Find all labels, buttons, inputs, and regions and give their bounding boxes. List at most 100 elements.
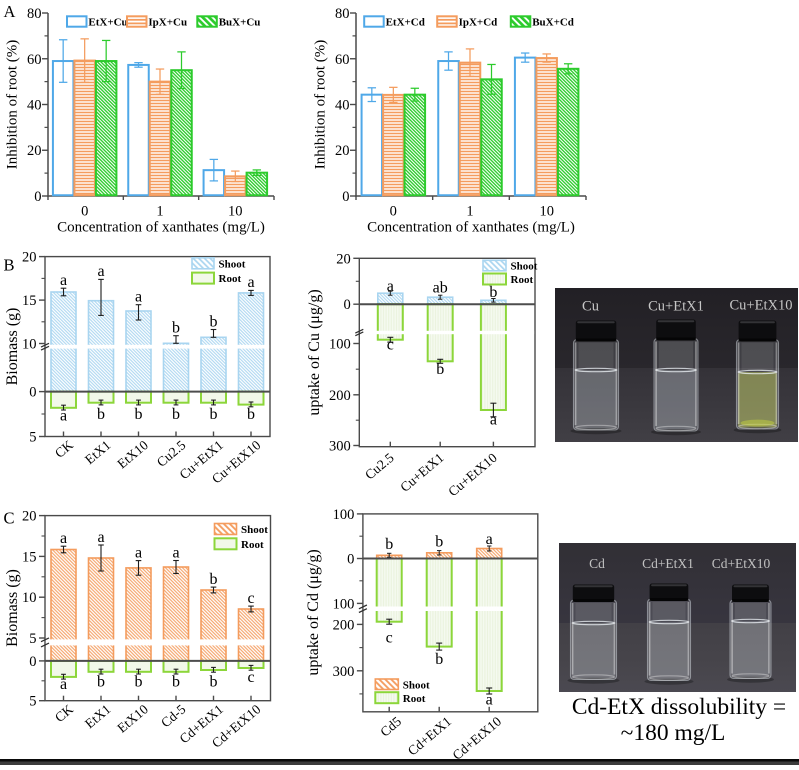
svg-text:c: c (387, 337, 394, 354)
svg-text:Root: Root (511, 274, 534, 286)
svg-text:a: a (60, 676, 67, 693)
svg-text:Cu+EtX10: Cu+EtX10 (730, 298, 793, 314)
svg-text:Shoot: Shoot (403, 679, 430, 691)
svg-text:b: b (385, 536, 393, 553)
svg-text:A: A (4, 2, 16, 21)
svg-text:a: a (486, 531, 493, 548)
svg-text:a: a (490, 412, 497, 429)
svg-text:0: 0 (29, 654, 36, 670)
svg-text:C: C (4, 509, 15, 528)
svg-text:100: 100 (333, 507, 355, 523)
svg-text:40: 40 (27, 98, 42, 114)
svg-text:a: a (135, 289, 142, 306)
svg-text:Root: Root (219, 273, 242, 285)
svg-text:80: 80 (335, 6, 350, 22)
svg-text:60: 60 (335, 52, 350, 68)
svg-text:b: b (172, 406, 180, 423)
svg-text:b: b (210, 571, 218, 588)
svg-text:c: c (247, 669, 254, 686)
svg-text:Concentration of xanthates (mg: Concentration of xanthates (mg/L) (367, 220, 575, 236)
svg-text:1: 1 (156, 204, 163, 220)
svg-text:EtX+Cu: EtX+Cu (88, 16, 127, 28)
svg-text:Inhibition of root (%): Inhibition of root (%) (5, 40, 21, 170)
svg-text:Cd-EtX dissolubility =: Cd-EtX dissolubility = (572, 694, 786, 720)
svg-text:b: b (172, 674, 180, 691)
svg-text:100: 100 (333, 596, 355, 612)
svg-text:0: 0 (342, 189, 349, 205)
svg-text:Cd+EtX10: Cd+EtX10 (712, 556, 771, 571)
svg-text:60: 60 (27, 52, 42, 68)
svg-text:c: c (247, 590, 254, 607)
svg-text:b: b (135, 406, 143, 423)
svg-text:10: 10 (22, 590, 37, 606)
svg-text:a: a (97, 529, 104, 546)
svg-text:Root: Root (241, 539, 264, 551)
svg-text:b: b (210, 313, 218, 330)
svg-text:Biomass (g): Biomass (g) (4, 569, 21, 647)
svg-text:5: 5 (29, 631, 36, 647)
svg-text:b: b (435, 651, 443, 668)
svg-text:200: 200 (333, 617, 355, 633)
svg-text:uptake of Cu (μg/g): uptake of Cu (μg/g) (306, 289, 323, 415)
svg-text:0: 0 (344, 297, 351, 313)
svg-text:b: b (210, 406, 218, 423)
svg-text:b: b (97, 674, 105, 691)
svg-text:10: 10 (228, 204, 243, 220)
svg-text:20: 20 (22, 250, 37, 266)
svg-text:300: 300 (329, 439, 351, 455)
svg-text:Shoot: Shoot (511, 261, 538, 273)
svg-text:a: a (97, 263, 104, 280)
svg-text:b: b (435, 534, 443, 551)
svg-text:10: 10 (539, 204, 554, 220)
svg-text:Shoot: Shoot (219, 258, 246, 270)
svg-text:a: a (135, 544, 142, 561)
svg-text:uptake of Cd (μg/g): uptake of Cd (μg/g) (305, 549, 322, 675)
svg-text:b: b (172, 320, 180, 337)
svg-text:b: b (97, 406, 105, 423)
svg-text:a: a (60, 530, 67, 547)
svg-text:B: B (4, 256, 15, 275)
svg-text:40: 40 (335, 98, 350, 114)
svg-text:a: a (60, 408, 67, 425)
svg-text:Biomass (g): Biomass (g) (4, 308, 21, 386)
svg-text:1: 1 (466, 204, 473, 220)
svg-text:0: 0 (34, 189, 41, 205)
svg-text:IpX+Cu: IpX+Cu (148, 16, 187, 28)
svg-text:~180 mg/L: ~180 mg/L (621, 720, 726, 746)
svg-text:Concentration of xanthates (mg: Concentration of xanthates (mg/L) (57, 220, 265, 236)
svg-text:a: a (60, 272, 67, 289)
svg-text:80: 80 (27, 6, 42, 22)
svg-text:15: 15 (22, 293, 37, 309)
svg-text:b: b (436, 361, 444, 378)
svg-text:5: 5 (29, 694, 36, 710)
svg-text:BuX+Cu: BuX+Cu (219, 16, 261, 28)
svg-text:b: b (489, 284, 497, 301)
svg-text:a: a (172, 544, 179, 561)
svg-text:Cu: Cu (582, 299, 599, 315)
svg-text:b: b (247, 406, 255, 423)
svg-text:BuX+Cd: BuX+Cd (532, 16, 574, 28)
svg-text:Cd+EtX1: Cd+EtX1 (642, 556, 694, 571)
svg-text:Root: Root (403, 693, 426, 705)
svg-text:20: 20 (335, 143, 350, 159)
svg-text:0: 0 (81, 204, 88, 220)
svg-text:20: 20 (22, 509, 37, 525)
svg-text:100: 100 (329, 337, 351, 353)
svg-text:b: b (210, 674, 218, 691)
svg-text:a: a (486, 692, 493, 709)
svg-text:a: a (247, 274, 254, 291)
svg-text:a: a (387, 278, 394, 295)
svg-text:Shoot: Shoot (241, 524, 268, 536)
svg-text:ab: ab (433, 279, 448, 296)
svg-text:Cu+EtX1: Cu+EtX1 (648, 299, 704, 315)
svg-text:5: 5 (29, 430, 36, 446)
svg-text:c: c (386, 630, 393, 647)
svg-text:EtX+Cd: EtX+Cd (386, 16, 425, 28)
svg-text:300: 300 (333, 664, 355, 680)
svg-text:0: 0 (29, 385, 36, 401)
svg-text:15: 15 (22, 549, 37, 565)
svg-text:200: 200 (329, 388, 351, 404)
svg-text:20: 20 (27, 143, 42, 159)
svg-text:0: 0 (390, 204, 397, 220)
svg-text:b: b (135, 674, 143, 691)
